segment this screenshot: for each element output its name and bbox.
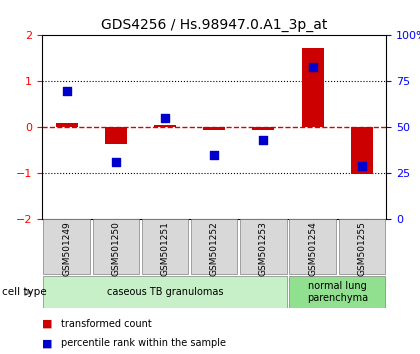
Text: transformed count: transformed count	[61, 319, 152, 329]
Text: cell type: cell type	[2, 287, 47, 297]
Point	[309, 64, 316, 69]
Text: percentile rank within the sample: percentile rank within the sample	[61, 338, 226, 348]
Bar	[289, 276, 385, 308]
Title: GDS4256 / Hs.98947.0.A1_3p_at: GDS4256 / Hs.98947.0.A1_3p_at	[101, 18, 327, 32]
Text: GSM501251: GSM501251	[160, 221, 170, 276]
Bar	[339, 219, 385, 274]
Text: GSM501252: GSM501252	[210, 221, 219, 276]
Point	[162, 115, 168, 121]
Point	[113, 160, 119, 165]
Bar	[44, 219, 90, 274]
Bar	[252, 127, 275, 130]
Bar	[105, 127, 127, 144]
Bar	[302, 48, 324, 127]
Point	[211, 152, 218, 158]
Bar	[55, 123, 78, 127]
Bar	[154, 125, 176, 127]
Bar	[351, 127, 373, 175]
Point	[358, 163, 365, 169]
Bar	[203, 127, 225, 130]
Text: ■: ■	[42, 319, 52, 329]
Point	[63, 88, 70, 93]
Text: GSM501254: GSM501254	[308, 221, 317, 276]
Bar	[44, 276, 286, 308]
Point	[260, 137, 267, 143]
Bar	[289, 219, 336, 274]
Text: GSM501253: GSM501253	[259, 221, 268, 276]
Bar	[240, 219, 286, 274]
Text: GSM501255: GSM501255	[357, 221, 366, 276]
Text: GSM501250: GSM501250	[111, 221, 120, 276]
Bar	[142, 219, 188, 274]
Text: normal lung
parenchyma: normal lung parenchyma	[307, 281, 368, 303]
Bar	[93, 219, 139, 274]
Text: GSM501249: GSM501249	[62, 221, 71, 276]
Bar	[191, 219, 237, 274]
Text: ■: ■	[42, 338, 52, 348]
Text: caseous TB granulomas: caseous TB granulomas	[107, 287, 223, 297]
